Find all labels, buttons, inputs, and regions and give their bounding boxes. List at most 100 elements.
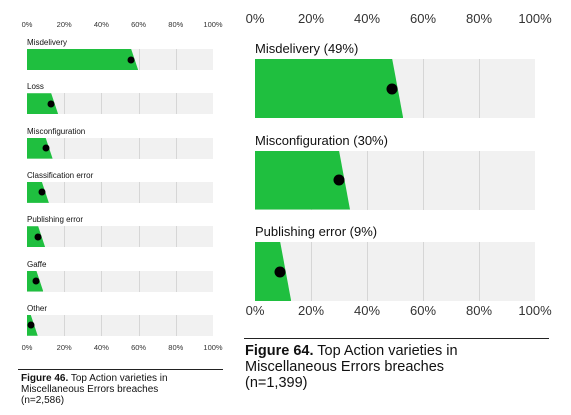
gridline bbox=[101, 93, 103, 115]
gridline bbox=[64, 93, 66, 115]
gridline bbox=[175, 137, 177, 159]
value-marker bbox=[386, 83, 398, 94]
bar bbox=[255, 242, 292, 301]
value-marker bbox=[333, 174, 345, 186]
bottom-tick-label: 100% bbox=[518, 303, 552, 318]
bottom-tick-label: 20% bbox=[56, 343, 72, 352]
gridline bbox=[175, 181, 177, 203]
bottom-tick-label: 60% bbox=[409, 303, 437, 318]
gridline bbox=[64, 226, 66, 248]
gridline bbox=[101, 314, 103, 336]
top-tick-label: 80% bbox=[465, 11, 493, 26]
bar-track bbox=[27, 137, 213, 159]
bar-track bbox=[255, 150, 535, 210]
top-tick-label: 60% bbox=[131, 20, 147, 29]
gridline bbox=[479, 59, 480, 118]
bar bbox=[27, 137, 53, 159]
top-tick-label: 20% bbox=[297, 11, 325, 26]
value-marker bbox=[47, 100, 55, 108]
top-tick-label: 60% bbox=[409, 11, 437, 26]
gridline bbox=[175, 226, 177, 248]
bottom-tick-label: 40% bbox=[93, 343, 109, 352]
gridline bbox=[175, 49, 177, 70]
figure-46-title: Top Action varieties in Miscellaneous Er… bbox=[21, 373, 168, 395]
gridline bbox=[64, 314, 66, 336]
gridline bbox=[138, 270, 140, 292]
value-marker bbox=[32, 277, 40, 285]
top-tick-label: 40% bbox=[353, 11, 381, 26]
top-tick-label: 40% bbox=[93, 20, 109, 29]
bar-track bbox=[27, 226, 213, 248]
bottom-tick-label: 0% bbox=[21, 343, 33, 352]
gridline bbox=[367, 150, 368, 210]
gridline bbox=[175, 270, 177, 292]
bottom-tick-label: 80% bbox=[168, 343, 184, 352]
gridline bbox=[64, 181, 66, 203]
gridline bbox=[423, 150, 424, 210]
top-tick-label: 20% bbox=[56, 20, 72, 29]
category-label: Misdelivery (49%) bbox=[255, 41, 359, 56]
figure-46-sample: (n=2,586) bbox=[21, 395, 65, 406]
figure-46-caption: Figure 46. Top Action varieties in Misce… bbox=[21, 373, 221, 406]
bar-track bbox=[27, 181, 213, 203]
top-tick-label: 100% bbox=[518, 11, 552, 26]
gridline bbox=[101, 181, 103, 203]
figure-64-caption: Figure 64. Top Action varieties in Misce… bbox=[245, 343, 545, 391]
category-label: Misdelivery bbox=[27, 38, 68, 47]
bar bbox=[255, 59, 404, 118]
bottom-tick-label: 40% bbox=[353, 303, 381, 318]
value-marker bbox=[27, 321, 35, 329]
top-tick-label: 80% bbox=[168, 20, 184, 29]
category-label: Gaffe bbox=[27, 259, 47, 269]
gridline bbox=[311, 242, 312, 301]
gridline bbox=[64, 137, 66, 159]
gridline bbox=[138, 93, 140, 115]
figure-64-title: Top Action varieties in Miscellaneous Er… bbox=[245, 343, 458, 375]
category-label: Other bbox=[27, 303, 48, 313]
gridline bbox=[175, 314, 177, 336]
gridline bbox=[367, 242, 368, 301]
category-label: Publishing error bbox=[27, 215, 84, 225]
value-marker bbox=[34, 233, 42, 241]
category-label: Publishing error (9%) bbox=[255, 224, 378, 239]
bottom-tick-label: 60% bbox=[131, 343, 147, 352]
top-tick-label: 0% bbox=[245, 11, 265, 26]
figure-64-caption-rule bbox=[244, 338, 549, 339]
bar-track bbox=[27, 93, 213, 115]
value-marker bbox=[274, 266, 286, 277]
top-tick-label: 100% bbox=[203, 20, 223, 29]
figure-46-caption-rule bbox=[18, 369, 223, 370]
bar-track bbox=[27, 314, 213, 336]
gridline bbox=[479, 242, 480, 301]
value-marker bbox=[127, 56, 135, 63]
figure-64-label: Figure 64. bbox=[245, 343, 314, 359]
top-tick-label: 0% bbox=[21, 20, 33, 29]
bottom-tick-label: 20% bbox=[297, 303, 325, 318]
gridline bbox=[138, 226, 140, 248]
value-marker bbox=[38, 188, 46, 196]
gridline bbox=[138, 181, 140, 203]
gridline bbox=[423, 242, 424, 301]
bottom-tick-label: 0% bbox=[245, 303, 265, 318]
gridline bbox=[479, 150, 480, 210]
figure-64-sample: (n=1,399) bbox=[245, 375, 308, 391]
gridline bbox=[101, 226, 103, 248]
gridline bbox=[101, 270, 103, 292]
bottom-tick-label: 80% bbox=[465, 303, 493, 318]
category-label: Misconfiguration (30%) bbox=[255, 132, 388, 148]
category-label: Classification error bbox=[27, 170, 94, 180]
bar-track bbox=[27, 49, 213, 70]
category-label: Misconfiguration bbox=[27, 126, 86, 136]
bar bbox=[27, 93, 59, 115]
gridline bbox=[138, 314, 140, 336]
bar bbox=[27, 181, 49, 203]
category-label: Loss bbox=[27, 82, 44, 92]
gridline bbox=[175, 93, 177, 115]
bottom-tick-label: 100% bbox=[203, 343, 223, 352]
figure-46-label: Figure 46. bbox=[21, 373, 69, 384]
bar bbox=[27, 49, 139, 70]
bar-track bbox=[255, 242, 535, 301]
gridline bbox=[423, 59, 424, 118]
gridline bbox=[138, 49, 140, 70]
gridline bbox=[101, 137, 103, 159]
